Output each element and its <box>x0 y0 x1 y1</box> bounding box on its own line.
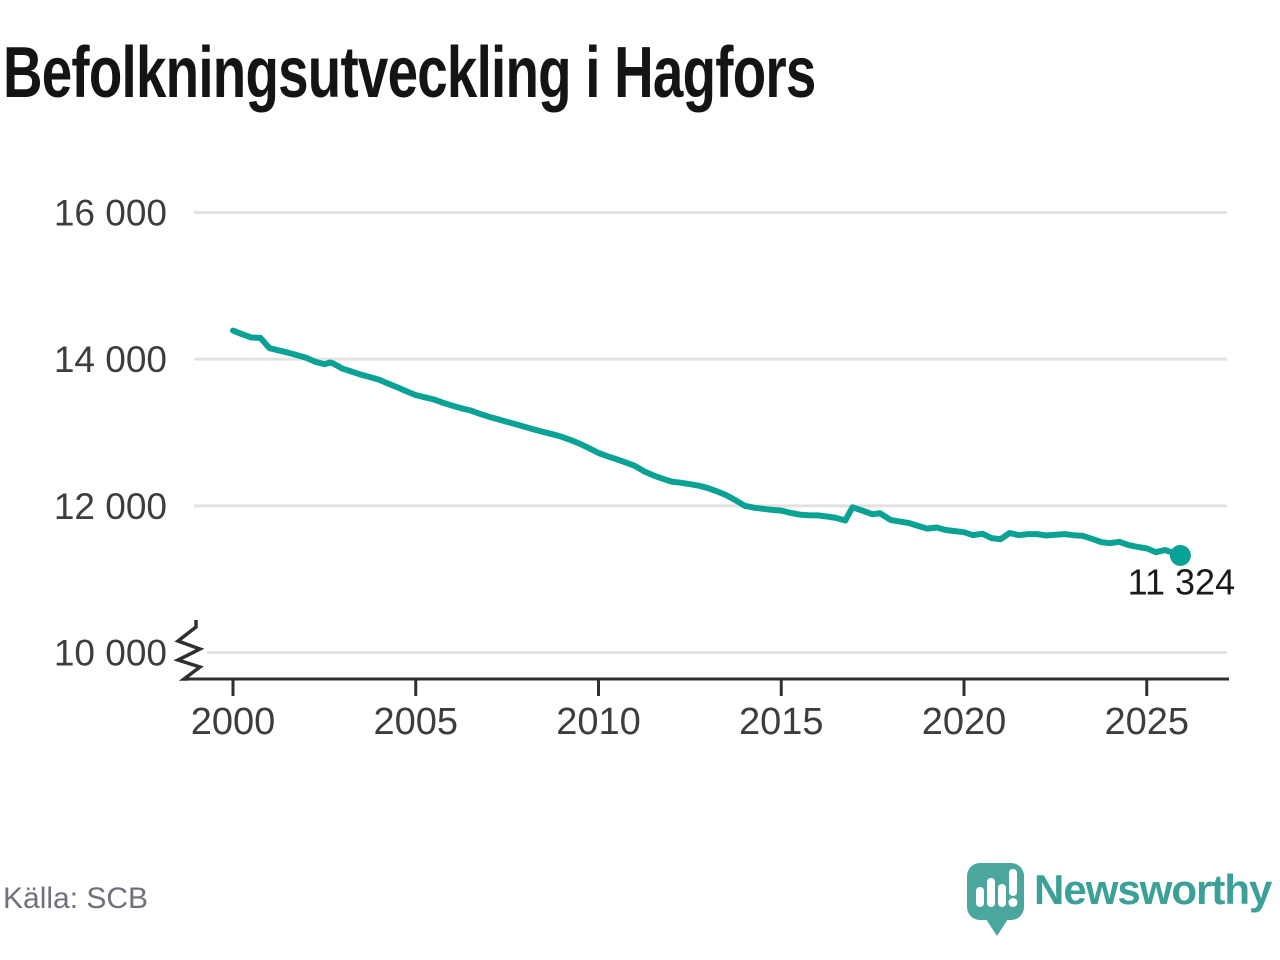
newsworthy-speech-bubble-bar-chart-icon <box>967 863 1024 936</box>
y-tick-label: 10 000 <box>54 633 167 674</box>
newsworthy-branding: Newsworthy <box>962 856 1280 946</box>
y-tick-label: 16 000 <box>54 193 167 234</box>
x-tick-label: 2000 <box>191 701 276 743</box>
x-tick-label: 2005 <box>373 701 458 743</box>
x-tick-label: 2025 <box>1104 701 1189 743</box>
chart-title: Befolkningsutveckling i Hagfors <box>3 33 816 113</box>
line-end-value-label: 11 324 <box>1128 561 1235 602</box>
x-tick-label: 2015 <box>739 701 824 743</box>
population-line <box>230 327 1184 559</box>
y-tick-label: 14 000 <box>54 339 167 380</box>
y-axis-break-icon <box>173 620 205 681</box>
x-tick-label: 2020 <box>922 701 1007 743</box>
line-end-dot <box>1169 544 1191 566</box>
x-tick-label: 2010 <box>556 701 641 743</box>
brand-name: Newsworthy <box>1034 866 1272 913</box>
y-tick-label: 12 000 <box>54 486 167 527</box>
source-note: Källa: SCB <box>3 882 149 915</box>
